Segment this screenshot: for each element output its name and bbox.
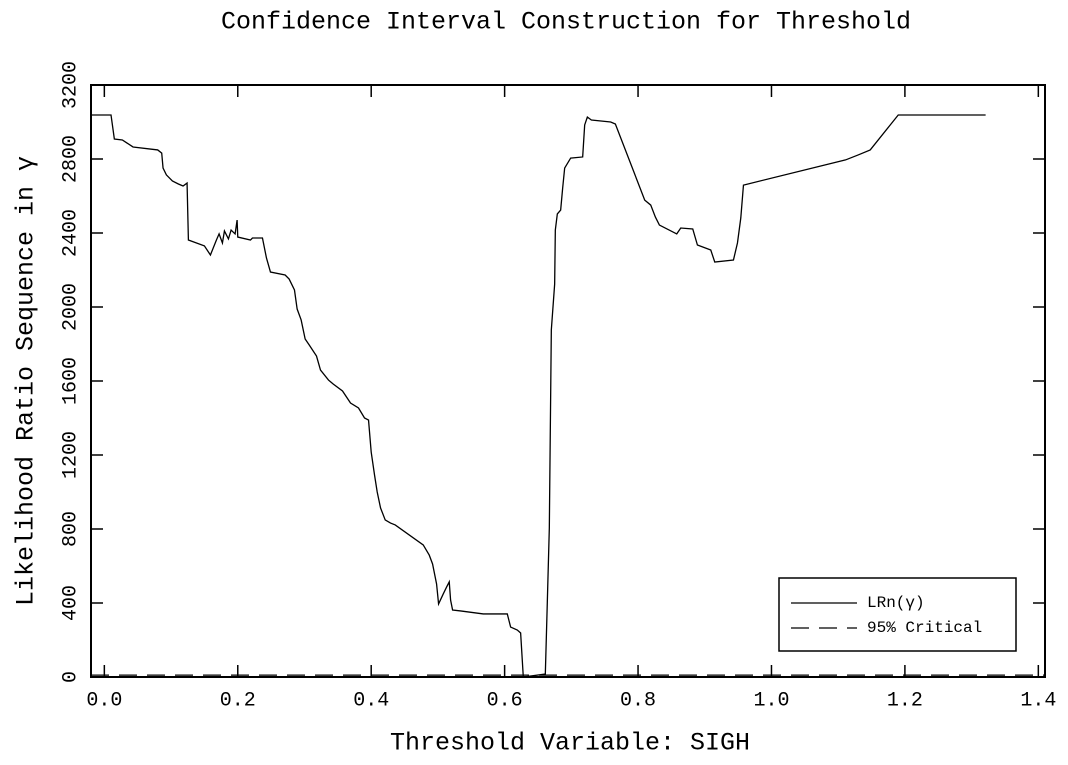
x-tick-label: 0.4: [353, 689, 389, 712]
legend-box: [778, 577, 1017, 652]
y-tick-label: 2000: [59, 283, 82, 331]
line: [91, 114, 986, 678]
x-tick-label: 1.2: [887, 689, 923, 712]
y-tick-label: 3200: [59, 61, 82, 109]
x-tick-label: 1.0: [753, 689, 789, 712]
x-tick-label: 0.6: [487, 689, 523, 712]
legend-label: 95% Critical: [867, 619, 982, 637]
y-tick-label: 2800: [59, 135, 82, 183]
y-tick-label: 1200: [59, 431, 82, 479]
x-tick-label: 1.4: [1020, 689, 1056, 712]
y-tick-label: 0: [59, 671, 82, 683]
x-axis-label: Threshold Variable: SIGH: [390, 729, 750, 758]
y-tick-label: 1600: [59, 357, 82, 405]
legend-label: LRn(γ): [867, 594, 925, 612]
y-tick-label: 2400: [59, 209, 82, 257]
y-tick-label: 400: [59, 585, 82, 621]
x-tick-label: 0.0: [86, 689, 122, 712]
y-tick-label: 800: [59, 511, 82, 547]
x-tick-label: 0.8: [620, 689, 656, 712]
chart-title: Confidence Interval Construction for Thr…: [221, 8, 911, 37]
x-tick-label: 0.2: [220, 689, 256, 712]
y-axis-label: Likelihood Ratio Sequence in γ: [12, 156, 41, 606]
